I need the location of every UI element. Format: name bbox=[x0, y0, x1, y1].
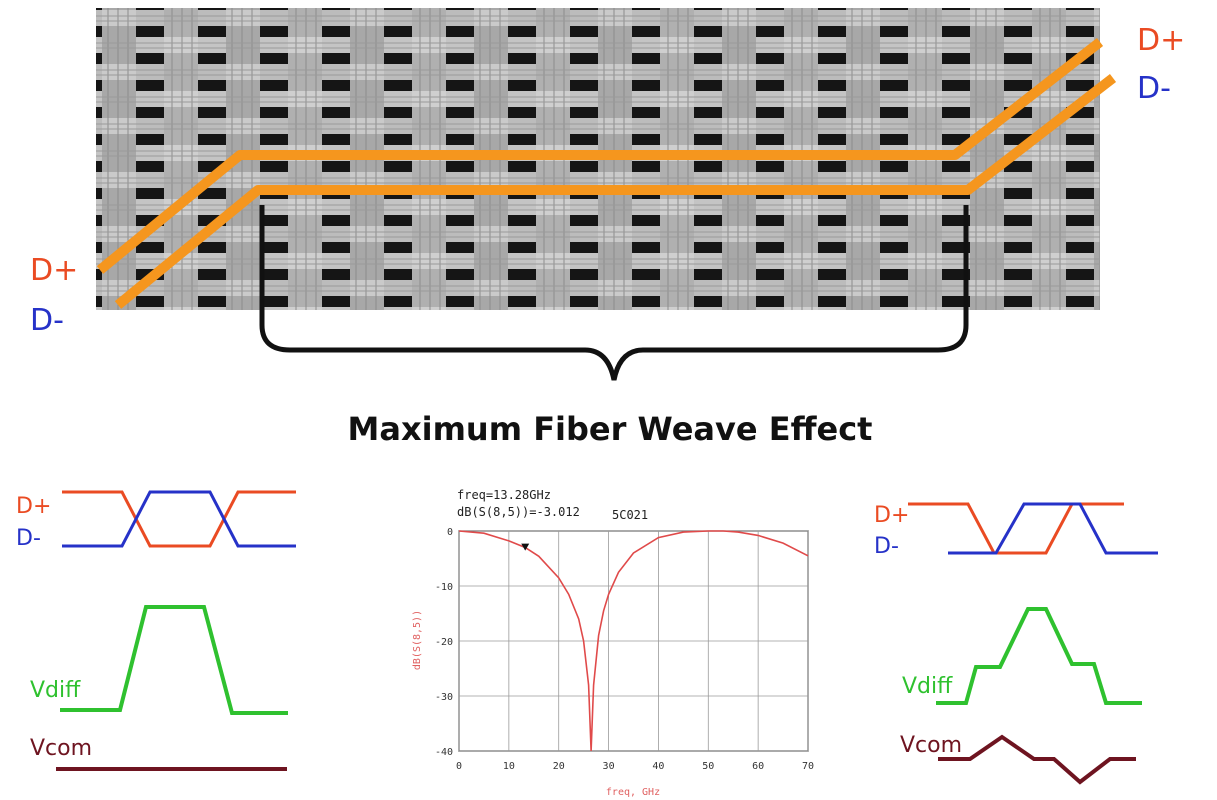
y-tick-label: -30 bbox=[435, 692, 453, 703]
left-wave-dplus bbox=[62, 490, 296, 548]
x-tick-label: 50 bbox=[702, 761, 714, 772]
right-label-vdiff: Vdiff bbox=[902, 674, 953, 699]
left-label-vdiff: Vdiff bbox=[30, 678, 81, 703]
brace bbox=[259, 205, 969, 381]
left-wave-dminus bbox=[62, 490, 296, 548]
x-tick-label: 0 bbox=[456, 761, 462, 772]
plot-x-axis-label: freq, GHz bbox=[606, 787, 660, 798]
trace-dminus bbox=[114, 74, 1117, 309]
x-tick-label: 70 bbox=[802, 761, 814, 772]
marker-triangle bbox=[521, 543, 530, 551]
left-label-vcom: Vcom bbox=[30, 736, 92, 761]
label-dminus-left: D- bbox=[30, 303, 64, 338]
plot-curve bbox=[458, 530, 809, 752]
caption: Maximum Fiber Weave Effect bbox=[348, 410, 873, 448]
plot-y-axis-label: dB(S(8,5)) bbox=[412, 610, 423, 670]
marker-id: 5C021 bbox=[612, 508, 648, 522]
y-tick-label: -40 bbox=[435, 747, 453, 758]
right-label-vcom: Vcom bbox=[900, 733, 962, 758]
x-tick-label: 10 bbox=[503, 761, 515, 772]
right-wave-dminus bbox=[948, 502, 1158, 555]
label-dplus-right: D+ bbox=[1137, 23, 1185, 58]
y-tick-label: -10 bbox=[435, 582, 453, 593]
x-tick-label: 60 bbox=[752, 761, 764, 772]
plot-ticks: 0 10 20 30 40 50 60 70 0 -10 -20 -30 -40 bbox=[435, 527, 814, 772]
x-tick-label: 30 bbox=[603, 761, 615, 772]
left-label-dminus: D- bbox=[16, 526, 41, 551]
x-tick-label: 40 bbox=[652, 761, 664, 772]
trace-dplus bbox=[96, 38, 1104, 274]
y-tick-label: -20 bbox=[435, 637, 453, 648]
right-wave-vcom bbox=[938, 734, 1136, 785]
s-parameter-plot: freq=13.28GHz dB(S(8,5))=-3.012 5C021 0 1… bbox=[412, 488, 814, 798]
marker-readout-db: dB(S(8,5))=-3.012 bbox=[457, 505, 580, 519]
left-label-dplus: D+ bbox=[16, 494, 51, 519]
label-dminus-right: D- bbox=[1137, 71, 1171, 106]
right-label-dplus: D+ bbox=[874, 503, 909, 528]
x-tick-label: 20 bbox=[553, 761, 565, 772]
right-wave-vdiff bbox=[936, 607, 1142, 705]
y-tick-label: 0 bbox=[447, 527, 453, 538]
marker-readout-freq: freq=13.28GHz bbox=[457, 488, 551, 502]
right-label-dminus: D- bbox=[874, 534, 899, 559]
plot-grid bbox=[458, 530, 809, 752]
left-wave-vdiff bbox=[60, 605, 288, 715]
label-dplus-left: D+ bbox=[30, 253, 78, 288]
